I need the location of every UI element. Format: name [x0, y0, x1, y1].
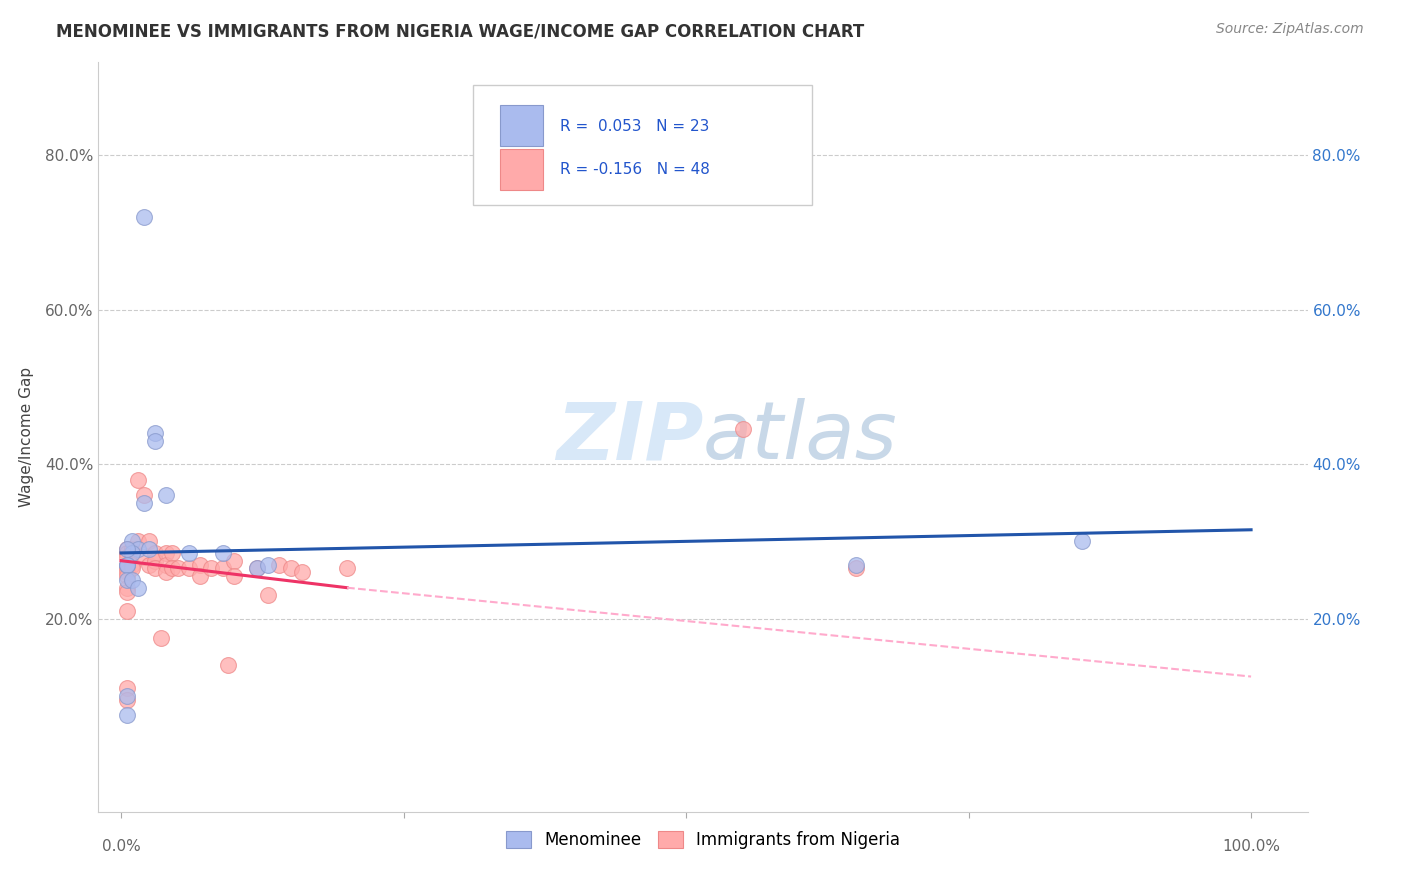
Point — [121, 546, 143, 560]
Point — [160, 546, 183, 560]
Point — [115, 542, 138, 557]
Point — [121, 534, 143, 549]
Text: MENOMINEE VS IMMIGRANTS FROM NIGERIA WAGE/INCOME GAP CORRELATION CHART: MENOMINEE VS IMMIGRANTS FROM NIGERIA WAG… — [56, 22, 865, 40]
Point — [291, 566, 314, 580]
Point — [132, 488, 155, 502]
Point — [166, 561, 188, 575]
Point — [177, 561, 200, 575]
Point — [246, 561, 269, 575]
Point — [177, 546, 200, 560]
Point — [115, 558, 138, 572]
Point — [143, 434, 166, 448]
Point — [115, 681, 138, 695]
Point — [143, 561, 166, 575]
Point — [200, 561, 222, 575]
Point — [138, 534, 160, 549]
Point — [222, 569, 245, 583]
FancyBboxPatch shape — [474, 85, 811, 205]
Point — [127, 581, 149, 595]
Point — [115, 542, 138, 557]
Point — [115, 549, 138, 564]
Point — [115, 584, 138, 599]
Text: 100.0%: 100.0% — [1222, 838, 1279, 854]
Point — [280, 561, 302, 575]
Point — [269, 558, 291, 572]
Point — [149, 631, 172, 645]
Point — [121, 542, 143, 557]
Point — [845, 561, 868, 575]
Point — [115, 569, 138, 583]
Point — [115, 566, 138, 580]
Point — [155, 488, 177, 502]
Point — [115, 708, 138, 723]
Point — [138, 542, 160, 557]
Point — [188, 558, 211, 572]
Point — [115, 692, 138, 706]
Point — [115, 561, 138, 575]
Point — [155, 558, 177, 572]
Point — [257, 589, 280, 603]
Y-axis label: Wage/Income Gap: Wage/Income Gap — [18, 367, 34, 508]
Point — [143, 426, 166, 441]
Point — [246, 561, 269, 575]
Point — [115, 546, 138, 560]
Text: R =  0.053   N = 23: R = 0.053 N = 23 — [561, 119, 710, 134]
Point — [155, 546, 177, 560]
Point — [115, 604, 138, 618]
Point — [160, 561, 183, 575]
Point — [845, 558, 868, 572]
Point — [121, 561, 143, 575]
Text: ZIP: ZIP — [555, 398, 703, 476]
Point — [121, 573, 143, 587]
Point — [188, 569, 211, 583]
Point — [217, 657, 239, 672]
Point — [132, 496, 155, 510]
Point — [115, 581, 138, 595]
Point — [132, 549, 155, 564]
Text: R = -0.156   N = 48: R = -0.156 N = 48 — [561, 162, 710, 178]
Point — [121, 558, 143, 572]
Point — [211, 546, 233, 560]
FancyBboxPatch shape — [501, 105, 543, 146]
Legend: Menominee, Immigrants from Nigeria: Menominee, Immigrants from Nigeria — [499, 824, 907, 855]
Point — [1070, 534, 1092, 549]
Point — [143, 554, 166, 568]
FancyBboxPatch shape — [501, 149, 543, 190]
Point — [127, 542, 149, 557]
Point — [211, 561, 233, 575]
Point — [127, 473, 149, 487]
Point — [143, 546, 166, 560]
Point — [222, 554, 245, 568]
Point — [121, 546, 143, 560]
Point — [115, 689, 138, 703]
Point — [731, 422, 754, 436]
Point — [336, 561, 359, 575]
Point — [257, 558, 280, 572]
Point — [127, 534, 149, 549]
Point — [132, 210, 155, 224]
Text: atlas: atlas — [703, 398, 898, 476]
Point — [115, 558, 138, 572]
Point — [115, 573, 138, 587]
Point — [138, 558, 160, 572]
Point — [115, 558, 138, 572]
Text: 0.0%: 0.0% — [101, 838, 141, 854]
Text: Source: ZipAtlas.com: Source: ZipAtlas.com — [1216, 22, 1364, 37]
Point — [155, 566, 177, 580]
